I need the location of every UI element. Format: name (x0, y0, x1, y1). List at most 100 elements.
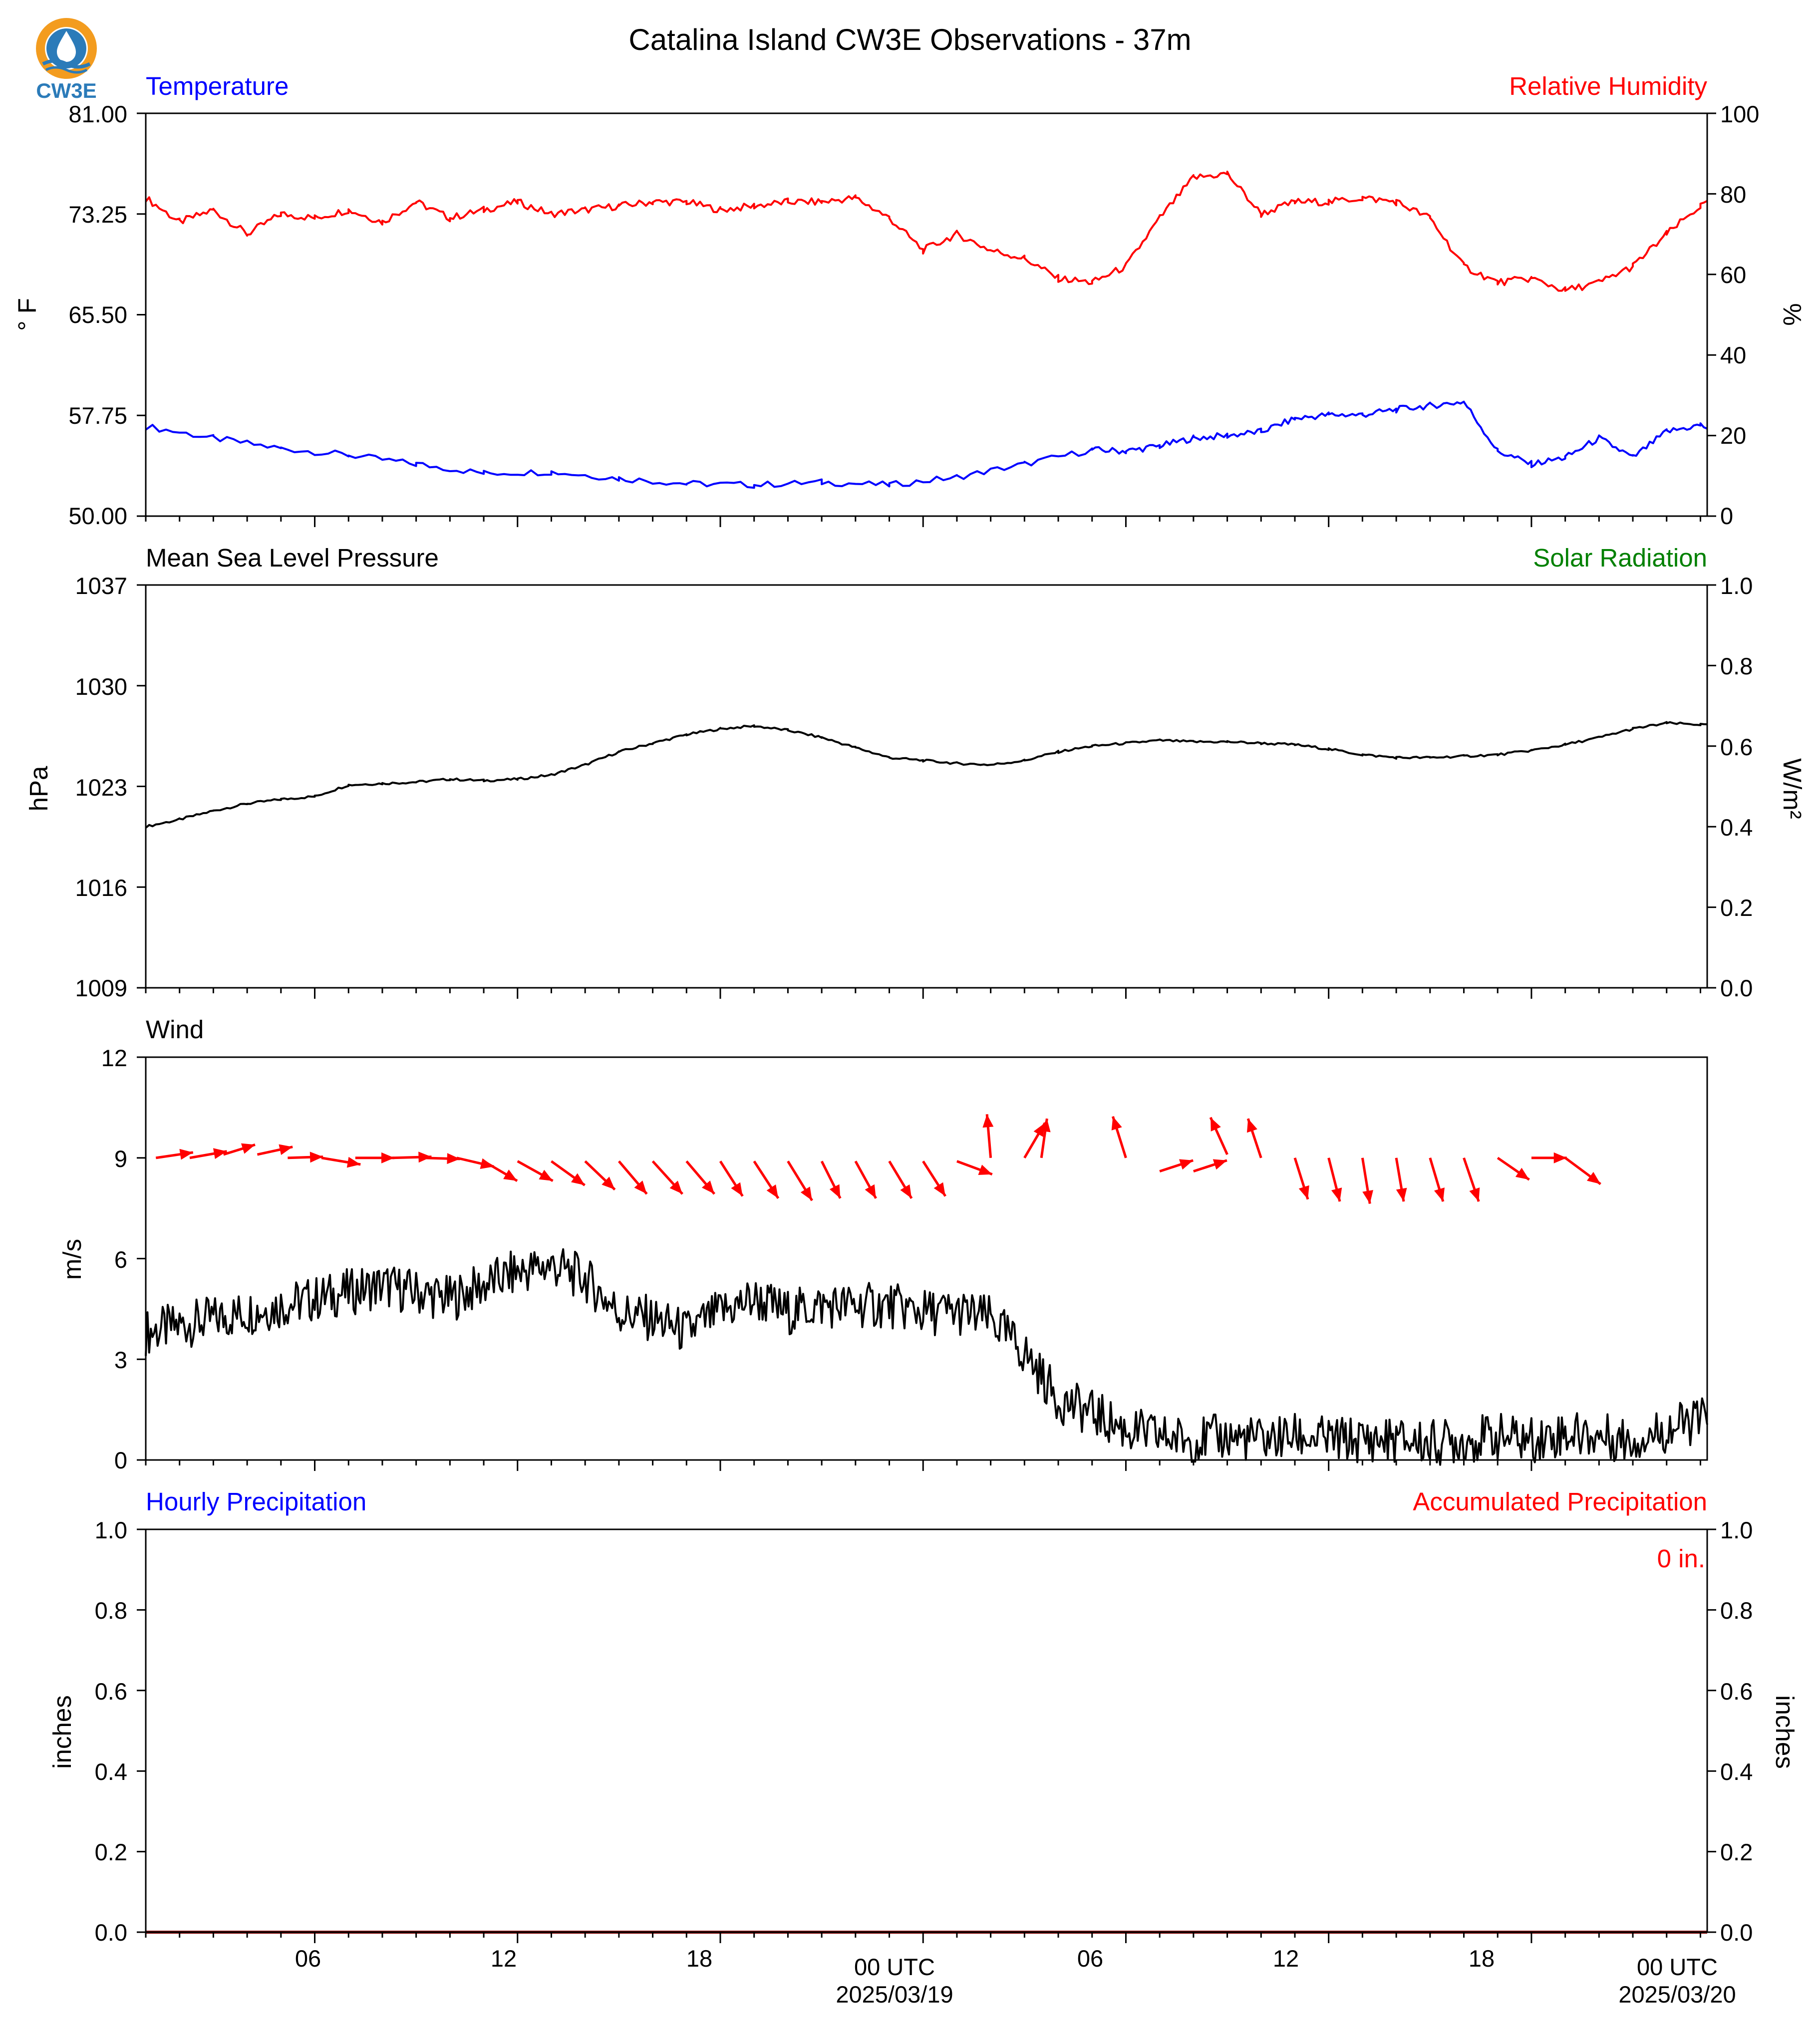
ytick-label: 0.2 (1720, 1839, 1753, 1865)
wind-arrow (1193, 1159, 1227, 1173)
xtick-label: 00 UTC (854, 1954, 935, 1980)
xtick-label: 06 (295, 1945, 321, 1972)
ytick-label: 80 (1720, 181, 1746, 208)
temperature-line (145, 400, 1708, 489)
wind-arrow (483, 1160, 518, 1182)
panel1-ylabel-right: % (1778, 303, 1807, 325)
wind-arrow (1111, 1116, 1127, 1159)
ytick-label: 6 (114, 1246, 127, 1273)
panel1-ticks (145, 516, 1701, 527)
wind-speed-line (145, 1248, 1708, 1466)
wind-arrow-head (381, 1152, 394, 1163)
panel3-series (137, 1056, 1708, 1466)
panel-pressure-solar: Mean Sea Level Pressure Solar Radiation … (24, 544, 1807, 1001)
wind-arrow-head (669, 1180, 683, 1194)
wind-arrow-head (539, 1169, 553, 1181)
ytick-label: 0.0 (1720, 975, 1753, 1001)
ytick-label: 1023 (75, 774, 127, 801)
wind-arrow-head (241, 1143, 256, 1154)
panel4-yticks-left: 1.0 0.8 0.6 0.4 0.2 0.0 (95, 1517, 127, 1946)
panel4-ylabel-right: inches (1771, 1695, 1799, 1768)
wind-arrow-head (731, 1182, 743, 1196)
wave-icon-2 (45, 66, 88, 74)
panel2-series (137, 584, 1716, 989)
date-label: 2025/03/19 (836, 1981, 953, 2008)
ytick-label: 0 (1720, 503, 1733, 529)
ytick-label: 0 (114, 1447, 127, 1473)
ytick-label: 81.00 (68, 101, 127, 127)
panel2-ylabel-left: hPa (24, 766, 53, 811)
drop-icon (57, 31, 76, 62)
wind-arrow (1564, 1157, 1601, 1185)
wind-arrow (1361, 1158, 1373, 1204)
wind-arrow (982, 1114, 994, 1158)
wind-arrow (189, 1148, 227, 1159)
panel4-right-title: Accumulated Precipitation (1413, 1487, 1707, 1516)
wind-arrow-head (766, 1184, 779, 1198)
panel2-yticks-right: 1.0 0.8 0.6 0.4 0.2 0.0 (1720, 573, 1753, 1001)
wind-arrow (1463, 1157, 1480, 1202)
wind-arrow (355, 1152, 394, 1163)
ytick-label: 0.8 (1720, 1597, 1753, 1624)
wind-arrow (321, 1157, 361, 1168)
wind-arrow (551, 1160, 586, 1186)
wind-arrow-head (279, 1144, 293, 1155)
wind-arrow (1039, 1118, 1051, 1159)
wind-arrow (1159, 1159, 1194, 1173)
wind-arrow (685, 1160, 716, 1195)
ytick-label: 0.0 (95, 1919, 127, 1946)
wind-arrow (1327, 1158, 1342, 1202)
ytick-label: 1.0 (95, 1517, 127, 1543)
ytick-label: 3 (114, 1347, 127, 1373)
wind-arrow-head (1331, 1187, 1342, 1202)
wind-arrow-head (1586, 1171, 1601, 1184)
wind-arrow-head (978, 1164, 992, 1175)
wind-arrow (1246, 1118, 1262, 1159)
panel2-right-title: Solar Radiation (1533, 544, 1707, 572)
wind-arrow-head (1211, 1117, 1221, 1132)
wind-arrow-head (900, 1184, 912, 1198)
xtick-label: 18 (1469, 1945, 1495, 1972)
panel2-frame (145, 584, 1708, 989)
cw3e-logo: CW3E (36, 18, 97, 102)
ytick-label: 60 (1720, 262, 1746, 288)
panel4-yticks-right: 1.0 0.8 0.6 0.4 0.2 0.0 (1720, 1517, 1753, 1946)
ytick-label: 9 (114, 1146, 127, 1172)
ytick-label: 1.0 (1720, 1517, 1753, 1543)
wind-arrow-head (1515, 1167, 1529, 1180)
wind-arrow (787, 1160, 813, 1201)
logo-text: CW3E (36, 79, 96, 102)
wind-arrow (854, 1160, 877, 1199)
panel4-left-title: Hourly Precipitation (146, 1487, 366, 1516)
logo-ring (36, 18, 97, 79)
panel3-left-title: Wind (146, 1015, 204, 1044)
ytick-label: 40 (1720, 342, 1746, 368)
panel-temperature-humidity: Temperature Relative Humidity ° F % 81.0… (13, 72, 1807, 529)
wind-arrow-head (1039, 1119, 1051, 1133)
panel4-ylabel-left: inches (48, 1695, 76, 1768)
panel3-frame (145, 1056, 1708, 1461)
panel2-ylabel-right: W/m² (1778, 758, 1807, 819)
ytick-label: 50.00 (68, 503, 127, 529)
wind-arrow-head (982, 1114, 994, 1128)
ytick-label: 1037 (75, 573, 127, 599)
wind-arrow-head (1298, 1185, 1309, 1199)
ytick-label: 0.4 (1720, 814, 1753, 841)
wind-arrow-head (933, 1182, 945, 1196)
wind-arrow (223, 1143, 256, 1156)
panel2-ticks (145, 988, 1701, 999)
wind-arrow-head (829, 1184, 841, 1198)
pressure-line (145, 721, 1708, 829)
panel3-wind-arrows (155, 1114, 1601, 1204)
ytick-label: 20 (1720, 422, 1746, 449)
xtick-label: 12 (1273, 1945, 1299, 1972)
wind-arrow-head (309, 1152, 323, 1163)
ytick-label: 0.4 (95, 1758, 127, 1785)
wind-arrow (651, 1160, 684, 1195)
wind-arrow (1531, 1152, 1567, 1163)
wind-arrow-head (1469, 1187, 1480, 1202)
panel1-frame (145, 112, 1708, 517)
wind-arrow-head (1553, 1152, 1567, 1163)
panel-precipitation: Hourly Precipitation Accumulated Precipi… (48, 1487, 1799, 1946)
